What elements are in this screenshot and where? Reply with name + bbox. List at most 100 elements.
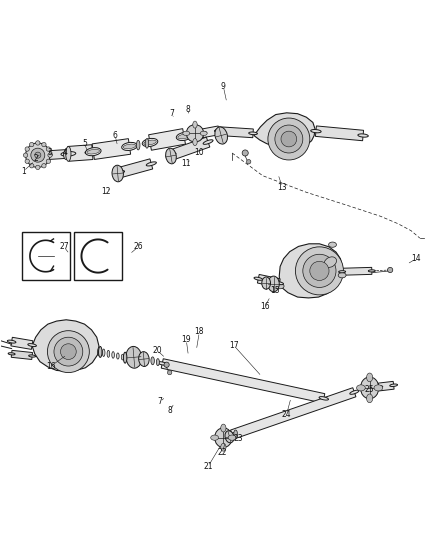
Text: 25: 25 <box>365 385 374 394</box>
Ellipse shape <box>145 139 149 148</box>
Text: 11: 11 <box>181 159 191 168</box>
Ellipse shape <box>319 397 328 400</box>
Ellipse shape <box>225 431 234 443</box>
Ellipse shape <box>200 131 207 135</box>
Ellipse shape <box>367 394 373 403</box>
Text: 24: 24 <box>282 409 291 418</box>
Text: 10: 10 <box>194 148 204 157</box>
Ellipse shape <box>183 131 190 135</box>
Ellipse shape <box>254 277 262 280</box>
Circle shape <box>60 344 76 359</box>
Ellipse shape <box>324 257 336 268</box>
Ellipse shape <box>215 127 227 144</box>
Text: 26: 26 <box>134 243 143 252</box>
Ellipse shape <box>112 165 124 182</box>
Polygon shape <box>201 126 220 138</box>
Ellipse shape <box>7 340 16 343</box>
Ellipse shape <box>221 443 226 451</box>
Polygon shape <box>219 127 253 138</box>
Text: 7: 7 <box>158 397 162 406</box>
Ellipse shape <box>146 162 156 166</box>
Ellipse shape <box>368 270 375 272</box>
Text: 16: 16 <box>260 302 270 311</box>
Ellipse shape <box>107 350 110 357</box>
Ellipse shape <box>211 435 219 440</box>
Circle shape <box>25 143 50 167</box>
Text: 2: 2 <box>33 154 38 163</box>
Ellipse shape <box>350 390 359 394</box>
Ellipse shape <box>268 276 279 292</box>
Text: 14: 14 <box>412 254 421 263</box>
Text: 21: 21 <box>203 462 213 471</box>
Text: 8: 8 <box>185 105 190 114</box>
Ellipse shape <box>311 130 321 133</box>
Ellipse shape <box>102 349 105 357</box>
Ellipse shape <box>122 142 137 150</box>
Ellipse shape <box>64 152 73 155</box>
Circle shape <box>167 370 172 375</box>
Ellipse shape <box>166 153 176 157</box>
Ellipse shape <box>357 385 365 391</box>
Ellipse shape <box>137 140 140 150</box>
Circle shape <box>35 141 40 145</box>
Text: 23: 23 <box>234 434 244 443</box>
Ellipse shape <box>374 385 383 391</box>
Ellipse shape <box>64 150 69 159</box>
Ellipse shape <box>158 362 167 365</box>
Ellipse shape <box>198 132 207 135</box>
Circle shape <box>310 261 329 280</box>
Ellipse shape <box>8 353 15 355</box>
Circle shape <box>275 125 303 153</box>
Ellipse shape <box>126 356 129 361</box>
Text: 8: 8 <box>168 406 173 415</box>
Polygon shape <box>48 149 69 159</box>
Ellipse shape <box>139 352 149 367</box>
Text: 12: 12 <box>102 187 111 196</box>
Circle shape <box>247 159 251 164</box>
Ellipse shape <box>121 354 124 360</box>
Text: 27: 27 <box>59 243 69 252</box>
Ellipse shape <box>85 148 101 156</box>
Text: 16: 16 <box>46 361 56 370</box>
Text: 19: 19 <box>181 335 191 344</box>
Ellipse shape <box>144 140 156 145</box>
Circle shape <box>35 165 40 169</box>
Text: 7: 7 <box>170 109 174 118</box>
Ellipse shape <box>151 357 154 365</box>
Circle shape <box>46 159 50 164</box>
Polygon shape <box>11 337 33 350</box>
Ellipse shape <box>177 132 192 141</box>
Ellipse shape <box>142 139 158 147</box>
Circle shape <box>29 164 34 168</box>
Ellipse shape <box>99 346 102 358</box>
Ellipse shape <box>262 277 271 289</box>
Ellipse shape <box>43 154 52 157</box>
Ellipse shape <box>66 147 71 161</box>
Text: 1: 1 <box>21 167 26 176</box>
Ellipse shape <box>126 346 142 368</box>
Ellipse shape <box>186 125 204 142</box>
Ellipse shape <box>28 355 35 357</box>
Ellipse shape <box>390 384 398 386</box>
Circle shape <box>25 147 29 151</box>
Circle shape <box>46 147 50 151</box>
Bar <box>21 232 70 280</box>
Circle shape <box>31 148 45 162</box>
Ellipse shape <box>117 353 119 359</box>
Text: 9: 9 <box>221 82 226 91</box>
Bar <box>74 232 122 280</box>
Polygon shape <box>230 387 356 439</box>
Ellipse shape <box>114 171 124 175</box>
Ellipse shape <box>234 430 237 437</box>
Ellipse shape <box>360 377 379 399</box>
Ellipse shape <box>112 352 114 358</box>
Circle shape <box>242 150 248 156</box>
Ellipse shape <box>166 148 177 164</box>
Ellipse shape <box>227 432 237 437</box>
Circle shape <box>295 247 343 295</box>
Polygon shape <box>92 139 131 159</box>
Circle shape <box>54 337 83 366</box>
Circle shape <box>25 159 29 164</box>
Ellipse shape <box>221 424 226 432</box>
Circle shape <box>42 142 46 147</box>
